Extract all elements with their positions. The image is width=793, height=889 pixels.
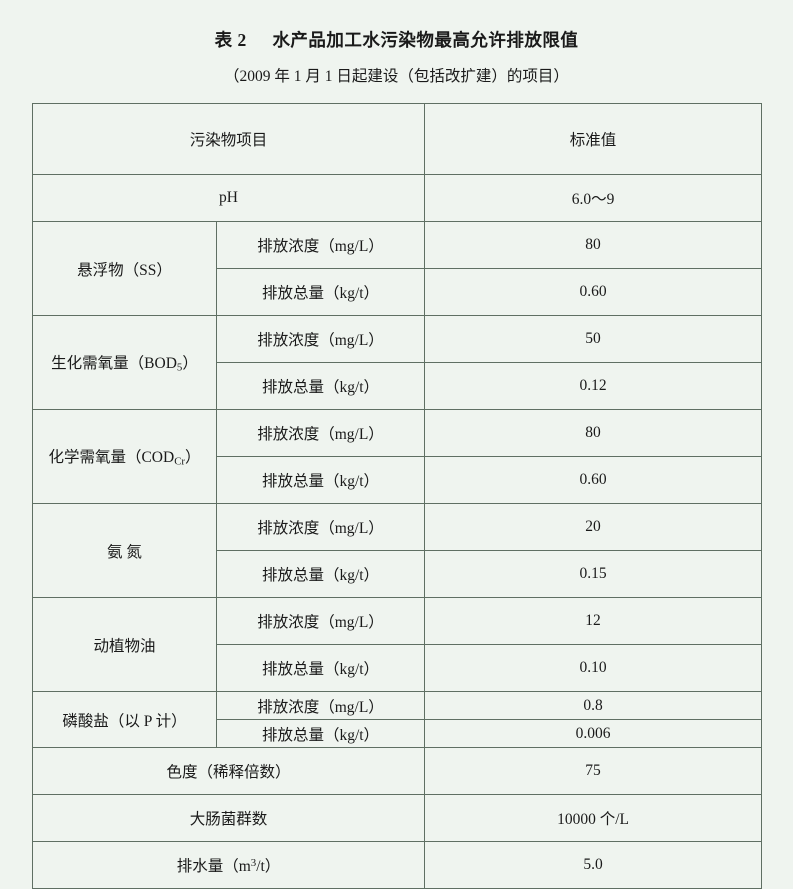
header-standard: 标准值 (424, 103, 763, 175)
row-label-oil: 动植物油 (32, 597, 217, 692)
row-label-discharge-base: 排水量（m (176, 858, 251, 875)
table-row-ammonia-concentration: 氨 氮 排放浓度（mg/L） 20 (32, 503, 763, 598)
row-value-oil-total: 0.10 (424, 644, 763, 692)
table-title: 表 2 水产品加工水污染物最高允许排放限值 (0, 0, 793, 51)
sub-label-oil-total: 排放总量（kg/t） (215, 644, 426, 692)
row-value-ss-concentration: 80 (424, 221, 763, 269)
row-label-ss: 悬浮物（SS） (32, 221, 217, 316)
row-value-coliform: 10000 个/L (424, 794, 763, 842)
row-value-cod-concentration: 80 (424, 409, 763, 457)
title-prefix: 表 (214, 30, 233, 50)
table-row-oil-total: 排放总量（kg/t） 0.10 (33, 644, 763, 692)
sub-label-phosphate-concentration: 排放浓度（mg/L） (215, 691, 426, 720)
title-number: 2 (237, 30, 247, 50)
table-header-row: 污染物项目 标准值 (31, 103, 763, 175)
row-label-ph: pH (31, 174, 426, 222)
row-value-ammonia-total: 0.15 (424, 550, 763, 598)
table-row-ammonia-total: 排放总量（kg/t） 0.15 (33, 550, 763, 598)
table-row-ph: pH 6.0～9 (31, 174, 763, 222)
table-row-ss-concentration: 悬浮物（SS） 排放浓度（mg/L） 80 (32, 221, 763, 316)
table-container: 污染物项目 标准值 pH 6.0～9 悬浮物（SS） 排放浓度（mg/L） 80… (31, 103, 763, 889)
sub-label-cod-total: 排放总量（kg/t） (215, 456, 426, 504)
row-label-phosphate: 磷酸盐（以 P 计） (32, 691, 217, 748)
table-subtitle: （2009 年 1 月 1 日起建设（包括改扩建）的项目） (224, 68, 569, 85)
row-value-bod-concentration: 50 (424, 315, 763, 363)
table-row-bod-concentration: 生化需氧量（BOD5） 排放浓度（mg/L） 50 (32, 315, 763, 410)
row-label-bod-tail: ） (182, 355, 198, 373)
table-row-phosphate-concentration: 磷酸盐（以 P 计） 排放浓度（mg/L） 0.8 (32, 691, 763, 748)
header-pollutant: 污染物项目 (31, 103, 426, 175)
pollutant-limits-table: 污染物项目 标准值 pH 6.0～9 悬浮物（SS） 排放浓度（mg/L） 80… (31, 103, 763, 889)
row-label-discharge: 排水量（m3/t） (31, 841, 426, 889)
row-label-cod-tail: ） (185, 449, 201, 467)
row-value-ss-total: 0.60 (424, 268, 763, 316)
row-label-bod-base: 生化需氧量（BOD (51, 355, 177, 373)
sub-label-bod-concentration: 排放浓度（mg/L） (215, 315, 426, 363)
sub-label-ss-concentration: 排放浓度（mg/L） (215, 221, 426, 269)
table-row-bod-total: 排放总量（kg/t） 0.12 (33, 362, 763, 410)
row-value-chroma: 75 (424, 747, 763, 795)
row-label-chroma: 色度（稀释倍数） (31, 747, 426, 795)
table-row-cod-total: 排放总量（kg/t） 0.60 (33, 456, 763, 504)
sub-label-oil-concentration: 排放浓度（mg/L） (215, 597, 426, 645)
sub-label-bod-total: 排放总量（kg/t） (215, 362, 426, 410)
table-row-discharge: 排水量（m3/t） 5.0 (31, 841, 763, 889)
title-text: 水产品加工水污染物最高允许排放限值 (272, 30, 579, 50)
sub-label-phosphate-total: 排放总量（kg/t） (215, 719, 426, 748)
table-row-oil-concentration: 动植物油 排放浓度（mg/L） 12 (32, 597, 763, 692)
table-row-coliform: 大肠菌群数 10000 个/L (31, 794, 763, 842)
row-label-discharge-tail: /t） (256, 858, 281, 875)
row-value-ph: 6.0～9 (424, 174, 763, 222)
row-label-bod: 生化需氧量（BOD5） (32, 315, 217, 410)
row-label-bod-subscript: 5 (176, 361, 183, 374)
row-value-discharge: 5.0 (424, 841, 763, 889)
row-value-bod-total: 0.12 (424, 362, 763, 410)
row-value-ammonia-concentration: 20 (424, 503, 763, 551)
row-label-coliform: 大肠菌群数 (31, 794, 426, 842)
row-value-phosphate-total: 0.006 (424, 719, 763, 748)
sub-label-ammonia-total: 排放总量（kg/t） (215, 550, 426, 598)
sub-label-ss-total: 排放总量（kg/t） (215, 268, 426, 316)
sub-label-cod-concentration: 排放浓度（mg/L） (215, 409, 426, 457)
row-value-oil-concentration: 12 (424, 597, 763, 645)
row-label-cod: 化学需氧量（CODCr） (32, 409, 217, 504)
table-row-chroma: 色度（稀释倍数） 75 (31, 747, 763, 795)
row-label-cod-subscript: Cr (174, 455, 186, 468)
row-label-ammonia: 氨 氮 (32, 503, 217, 598)
row-value-phosphate-concentration: 0.8 (424, 691, 763, 720)
table-row-cod-concentration: 化学需氧量（CODCr） 排放浓度（mg/L） 80 (32, 409, 763, 504)
sub-label-ammonia-concentration: 排放浓度（mg/L） (215, 503, 426, 551)
row-label-cod-base: 化学需氧量（COD (48, 449, 175, 467)
row-value-cod-total: 0.60 (424, 456, 763, 504)
table-row-ss-total: 排放总量（kg/t） 0.60 (33, 268, 763, 316)
